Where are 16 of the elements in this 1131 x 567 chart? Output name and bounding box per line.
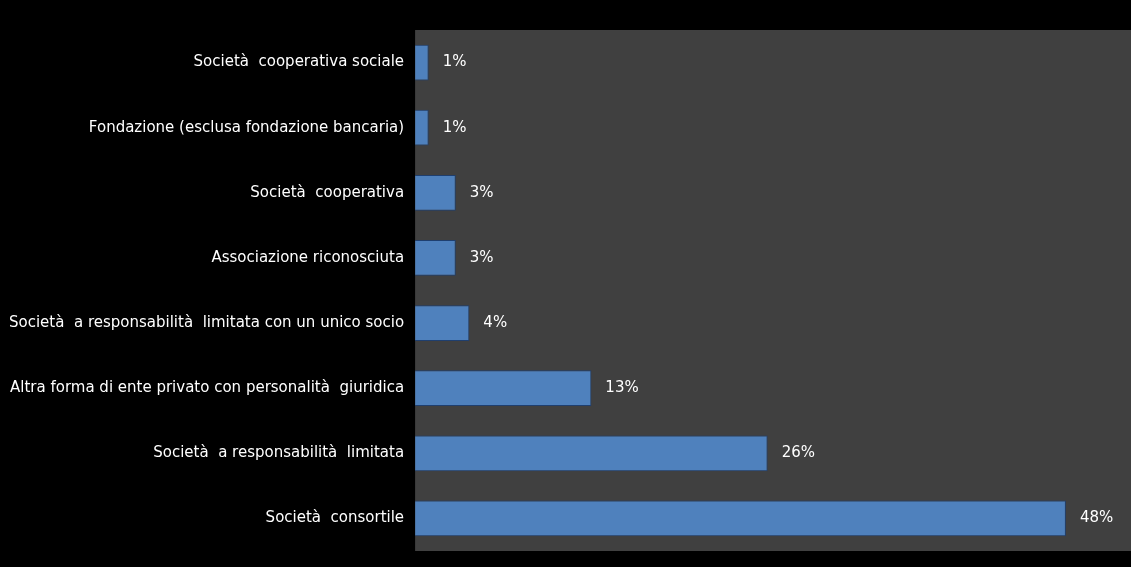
y-tick-label: Società consortile — [265, 508, 405, 527]
y-tick-label: Società a responsabilità limitata con un unico socio — [9, 312, 405, 331]
data-label: 3% — [469, 247, 494, 266]
data-label: 13% — [605, 378, 639, 397]
data-label: 3% — [469, 182, 494, 201]
data-label: 1% — [442, 117, 467, 136]
y-tick-label: Associazione riconosciuta — [211, 247, 405, 266]
y-tick-label: Società cooperativa — [250, 182, 405, 201]
y-tick-label: Fondazione (esclusa fondazione bancaria) — [88, 117, 405, 136]
y-tick-label: Società cooperativa sociale — [193, 52, 405, 71]
data-label: 1% — [442, 52, 467, 71]
data-label: 48% — [1079, 508, 1114, 527]
y-tick-label: Società a responsabilità limitata — [153, 443, 405, 462]
data-label: 4% — [483, 312, 508, 331]
y-tick-label: Altra forma di ente privato con personalità giuridica — [10, 378, 405, 397]
data-label: 26% — [781, 443, 815, 462]
